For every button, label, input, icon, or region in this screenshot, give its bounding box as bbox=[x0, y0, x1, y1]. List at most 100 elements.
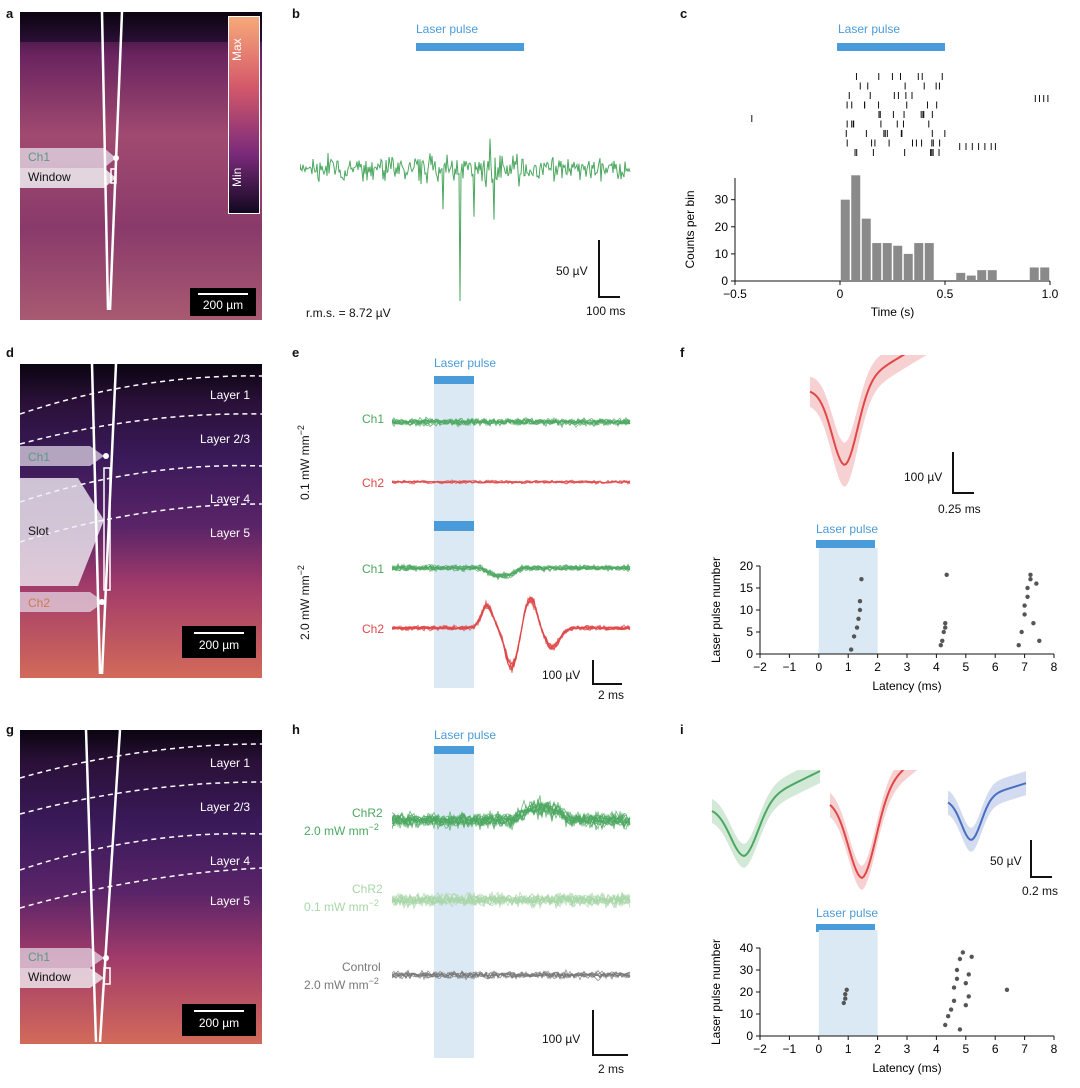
latency-point bbox=[841, 1000, 846, 1006]
latency-point bbox=[945, 1014, 951, 1019]
layer-label-4-d: Layer 4 bbox=[210, 492, 251, 506]
scale-y-i: 50 µV bbox=[990, 854, 1022, 868]
scale-x-bar-h bbox=[592, 1054, 628, 1056]
traces-e bbox=[392, 416, 631, 674]
scale-x-i: 0.2 ms bbox=[1022, 884, 1059, 898]
waveform-mean bbox=[947, 782, 1027, 841]
scale-bar-label-d: 200 µm bbox=[198, 638, 240, 652]
latency-point bbox=[851, 634, 857, 639]
waveforms-i bbox=[711, 770, 1027, 890]
latency-point bbox=[1004, 987, 1010, 992]
x-tick-label: 7 bbox=[1021, 1042, 1028, 1056]
y-tick-label: 0 bbox=[746, 1029, 753, 1043]
latency-point bbox=[857, 607, 863, 613]
latency-point bbox=[963, 981, 968, 986]
histogram-bar bbox=[1029, 267, 1039, 281]
x-tick-label: 6 bbox=[992, 660, 999, 674]
laser-window bbox=[818, 548, 878, 654]
scale-x-h: 2 ms bbox=[598, 1062, 625, 1076]
x-tick-label: 1.0 bbox=[1042, 287, 1059, 301]
x-tick-label: −1 bbox=[783, 660, 797, 674]
x-tick-label: −2 bbox=[753, 1042, 767, 1056]
latency-point bbox=[1016, 643, 1021, 648]
laser-pulse-label-f: Laser pulse bbox=[816, 522, 879, 536]
latency-point bbox=[957, 956, 963, 962]
x-tick-label: 0 bbox=[837, 287, 844, 301]
panel-label-a: a bbox=[6, 6, 14, 21]
latency-point bbox=[1025, 594, 1030, 599]
laser-pulse-label-h: Laser pulse bbox=[434, 728, 497, 742]
y-tick-label: 10 bbox=[740, 603, 754, 617]
x-tick-label: 3 bbox=[904, 660, 911, 674]
y-axis-label: Laser pulse number bbox=[709, 557, 723, 663]
trace-sweep bbox=[392, 891, 631, 908]
histogram-bar bbox=[987, 270, 997, 281]
x-axis-label: Latency (ms) bbox=[872, 679, 941, 693]
histogram-bar bbox=[861, 218, 871, 281]
histogram-bar bbox=[903, 253, 913, 281]
scale-x-e: 2 ms bbox=[598, 688, 625, 702]
trace-sweep bbox=[392, 804, 631, 829]
scale-y-bar-i bbox=[1030, 840, 1032, 878]
latency-point bbox=[859, 577, 864, 582]
laser-pulse-bar-e1 bbox=[434, 376, 474, 384]
scale-bar-box: 200 µm bbox=[190, 288, 256, 316]
x-tick-label: 2 bbox=[874, 1042, 881, 1056]
y-tick-label: 10 bbox=[740, 1007, 754, 1021]
x-tick-label: 8 bbox=[1051, 660, 1058, 674]
x-tick-label: 4 bbox=[933, 660, 940, 674]
y-tick-label: 30 bbox=[740, 963, 754, 977]
waveform-mean bbox=[809, 355, 906, 466]
micrograph-g: Layer 1 Layer 2/3 Layer 4 Layer 5 Ch1 Wi… bbox=[20, 730, 262, 1044]
slot-label: Slot bbox=[28, 524, 49, 538]
scale-y-bar-b bbox=[598, 240, 600, 298]
scale-y-b: 50 µV bbox=[556, 264, 588, 278]
ch2-label-e2: Ch2 bbox=[362, 622, 385, 636]
latency-point bbox=[951, 998, 957, 1003]
histogram-bar bbox=[956, 272, 966, 281]
latency-point bbox=[1028, 572, 1033, 577]
trace-sweep bbox=[392, 800, 631, 831]
latency-point bbox=[943, 1022, 948, 1028]
laser-pulse-bar-c bbox=[837, 43, 945, 51]
laser-window-h bbox=[434, 754, 474, 1058]
x-tick-label: 7 bbox=[1021, 660, 1028, 674]
chr2-high-label: ChR2 bbox=[352, 806, 383, 820]
trace-sweep bbox=[392, 598, 631, 668]
layer-boundaries-g bbox=[20, 730, 262, 1043]
y-tick-label: 20 bbox=[740, 985, 754, 999]
y-tick-label: 5 bbox=[746, 625, 753, 639]
x-tick-label: 4 bbox=[933, 1042, 940, 1056]
x-tick-label: 0 bbox=[815, 1042, 822, 1056]
histogram-bar bbox=[882, 243, 892, 281]
trace-sweep bbox=[392, 891, 631, 910]
latency-point bbox=[1028, 577, 1033, 582]
control-label: Control bbox=[342, 960, 381, 974]
latency-point bbox=[954, 976, 960, 981]
scale-bar-box-g: 200 µm bbox=[182, 1004, 256, 1036]
x-tick-label: 8 bbox=[1051, 1042, 1058, 1056]
scale-x-bar-e bbox=[592, 683, 622, 685]
power-high-label-e: 2.0 mW mm−2 bbox=[296, 565, 312, 640]
histogram-bar bbox=[893, 245, 903, 281]
latency-point bbox=[1019, 629, 1024, 635]
waveform-band bbox=[810, 355, 927, 487]
x-axis-label: Latency (ms) bbox=[872, 1061, 941, 1075]
ch1-label-d: Ch1 bbox=[28, 450, 51, 464]
laser-pulse-bar-e2 bbox=[434, 521, 474, 531]
window-label: Window bbox=[28, 170, 71, 184]
panel-label-e: e bbox=[292, 345, 300, 360]
x-tick-label: 3 bbox=[904, 1042, 911, 1056]
y-tick-label: 40 bbox=[740, 941, 754, 955]
scale-y-bar-e bbox=[592, 660, 594, 685]
y-tick-label: 15 bbox=[740, 581, 754, 595]
layer-label-23-d: Layer 2/3 bbox=[200, 432, 251, 446]
histogram-bar bbox=[840, 199, 850, 281]
waveform-mean bbox=[829, 770, 905, 880]
y-tick-label: 0 bbox=[746, 647, 753, 661]
ch2-label-e1: Ch2 bbox=[362, 476, 385, 490]
panel-label-f: f bbox=[680, 345, 685, 360]
waveform-mean bbox=[711, 770, 821, 858]
layer-label-23-g: Layer 2/3 bbox=[200, 800, 251, 814]
